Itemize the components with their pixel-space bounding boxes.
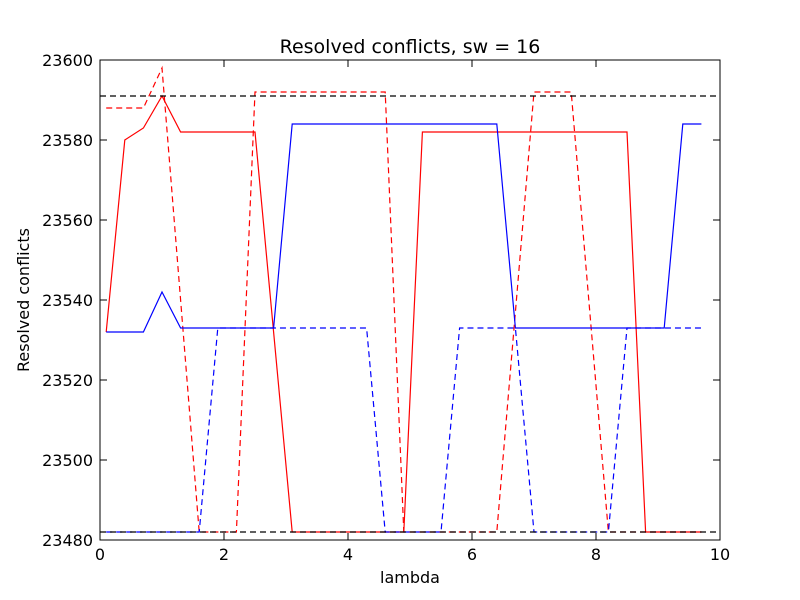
x-tick-label: 4 <box>343 545 353 564</box>
y-axis-title: Resolved conflicts <box>14 228 33 372</box>
x-tick-label: 8 <box>591 545 601 564</box>
chart-title: Resolved conflicts, sw = 16 <box>280 36 541 58</box>
x-tick-label: 2 <box>219 545 229 564</box>
y-tick-label: 23480 <box>42 531 93 550</box>
y-tick-label: 23540 <box>42 291 93 310</box>
series-line-2 <box>106 65 702 533</box>
x-tick-label: 10 <box>710 545 730 564</box>
y-tick-label: 23500 <box>42 451 93 470</box>
y-tick-label: 23600 <box>42 51 93 70</box>
y-tick-label: 23560 <box>42 211 93 230</box>
y-tick-label: 23580 <box>42 131 93 150</box>
series-line-1 <box>105 94 702 533</box>
series-line-4 <box>106 327 702 533</box>
x-tick-label: 6 <box>467 545 477 564</box>
y-tick-label: 23520 <box>42 371 93 390</box>
series-line-3 <box>106 123 702 333</box>
x-axis-title: lambda <box>380 568 440 587</box>
x-tick-label: 0 <box>95 545 105 564</box>
